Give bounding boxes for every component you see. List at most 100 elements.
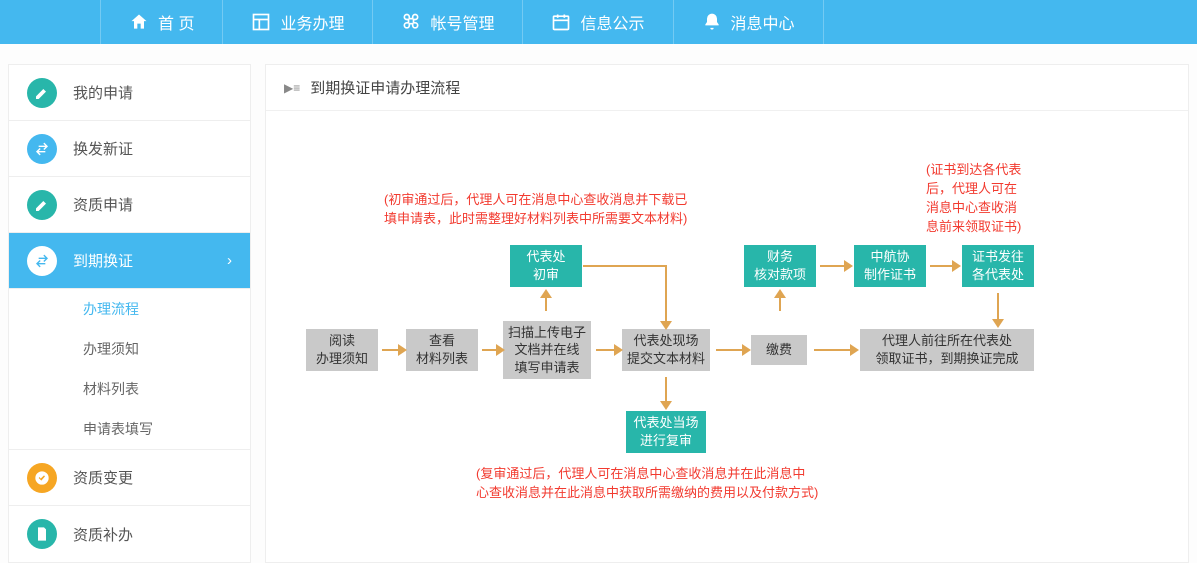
sub-item-process[interactable]: 办理流程 <box>9 289 250 329</box>
flow-node-text: 扫描上传电子 <box>508 324 586 342</box>
nav-label: 信息公示 <box>580 10 644 34</box>
sidebar-item-label: 换发新证 <box>73 138 133 159</box>
sidebar-item-label: 我的申请 <box>73 82 133 103</box>
sidebar-item-qual-reissue[interactable]: 资质补办 <box>9 506 250 562</box>
flow-note-line: 息前来领取证书) <box>926 218 1021 237</box>
flow-node-n2: 查看材料列表 <box>406 329 478 371</box>
swap-icon <box>27 134 57 164</box>
sidebar-item-label: 到期换证 <box>73 250 133 271</box>
nav-label: 消息中心 <box>731 10 795 34</box>
flow-node-text: 证书发往 <box>972 248 1024 266</box>
flow-node-n3: 扫描上传电子文档并在线填写申请表 <box>503 321 591 379</box>
flow-arrow <box>665 265 667 321</box>
flow-arrow <box>665 377 667 401</box>
nav-label: 首 页 <box>158 10 194 34</box>
nav-business[interactable]: 业务办理 <box>223 0 373 44</box>
content-panel: ▶≡ 到期换证申请办理流程 阅读办理须知查看材料列表扫描上传电子文档并在线填写申… <box>265 64 1189 563</box>
flow-node-text: 中航协 <box>870 248 909 266</box>
nav-label: 帐号管理 <box>430 10 494 34</box>
sidebar-item-qual-apply[interactable]: 资质申请 <box>9 177 250 233</box>
flow-arrow <box>660 401 672 410</box>
flow-node-n6: 代表处当场进行复审 <box>626 411 706 453</box>
nav-message[interactable]: 消息中心 <box>674 0 824 44</box>
flow-node-text: 查看 <box>429 332 455 350</box>
sidebar-item-label: 资质变更 <box>73 467 133 488</box>
flow-arrow <box>545 297 547 311</box>
flow-node-text: 缴费 <box>766 341 792 359</box>
swap-icon <box>27 246 57 276</box>
flow-arrow <box>844 260 853 272</box>
flow-arrow <box>716 349 742 351</box>
flow-arrow <box>997 293 999 319</box>
command-icon <box>401 12 421 32</box>
flow-arrow <box>382 349 398 351</box>
flow-arrow <box>660 321 672 330</box>
home-icon <box>129 12 149 32</box>
content-header: ▶≡ 到期换证申请办理流程 <box>266 65 1188 111</box>
flow-node-text: 初审 <box>533 266 559 284</box>
flow-node-text: 财务 <box>767 248 793 266</box>
sidebar-item-qual-change[interactable]: 资质变更 <box>9 450 250 506</box>
pen-icon <box>27 78 57 108</box>
flow-node-text: 提交文本材料 <box>627 350 705 368</box>
flow-node-text: 领取证书，到期换证完成 <box>875 350 1018 368</box>
nav-label: 业务办理 <box>280 10 344 34</box>
flow-node-text: 办理须知 <box>316 350 368 368</box>
flow-node-text: 阅读 <box>329 332 355 350</box>
flow-diagram: 阅读办理须知查看材料列表扫描上传电子文档并在线填写申请表代表处初审代表处现场提交… <box>266 111 1188 551</box>
doc-icon <box>27 519 57 549</box>
flow-arrow <box>952 260 961 272</box>
flow-note-1: (复审通过后，代理人可在消息中心查收消息并在此消息中心查收消息并在此消息中获取所… <box>476 465 818 503</box>
chevron-right-icon: › <box>227 252 232 269</box>
sub-item-notice[interactable]: 办理须知 <box>9 329 250 369</box>
nav-home[interactable]: 首 页 <box>100 0 223 44</box>
top-navbar: 首 页 业务办理 帐号管理 信息公示 消息中心 <box>0 0 1197 44</box>
main-layout: 我的申请 换发新证 资质申请 到期换证 › 办理流程 办理须知 材料列表 申请表… <box>0 44 1197 563</box>
nav-info[interactable]: 信息公示 <box>523 0 673 44</box>
flow-node-n7: 缴费 <box>751 335 807 365</box>
flow-node-text: 代表处现场 <box>633 332 698 350</box>
calendar-icon <box>551 12 571 32</box>
flow-node-n5: 代表处现场提交文本材料 <box>622 329 710 371</box>
collapse-icon[interactable]: ▶≡ <box>284 81 300 95</box>
flow-node-text: 进行复审 <box>640 432 692 450</box>
sub-item-material[interactable]: 材料列表 <box>9 369 250 409</box>
flow-node-text: 核对款项 <box>754 266 806 284</box>
flow-note-line: (证书到达各代表 <box>926 161 1021 180</box>
edit-icon <box>27 463 57 493</box>
bell-icon <box>702 12 722 32</box>
flow-node-n1: 阅读办理须知 <box>306 329 378 371</box>
flow-node-text: 代表处 <box>526 248 565 266</box>
sidebar-item-expire-renew[interactable]: 到期换证 › <box>9 233 250 289</box>
flow-note-0: (初审通过后，代理人可在消息中心查收消息并下载已填申请表，此时需整理好材料列表中… <box>384 191 687 229</box>
flow-arrow <box>779 297 781 311</box>
flow-note-line: (复审通过后，代理人可在消息中心查收消息并在此消息中 <box>476 465 818 484</box>
flow-arrow <box>496 344 505 356</box>
flow-arrow <box>820 265 844 267</box>
flow-node-text: 代表处当场 <box>633 414 698 432</box>
sub-item-form[interactable]: 申请表填写 <box>9 409 250 449</box>
sidebar-item-new-cert[interactable]: 换发新证 <box>9 121 250 177</box>
pen-icon <box>27 190 57 220</box>
flow-arrow <box>742 344 751 356</box>
nav-account[interactable]: 帐号管理 <box>373 0 523 44</box>
flow-arrow <box>540 289 552 298</box>
flow-arrow <box>930 265 952 267</box>
layout-icon <box>251 12 271 32</box>
flow-node-n8: 财务核对款项 <box>744 245 816 287</box>
flow-node-text: 代理人前往所在代表处 <box>882 332 1012 350</box>
flow-arrow <box>850 344 859 356</box>
content-title: 到期换证申请办理流程 <box>310 77 460 98</box>
flow-arrow <box>583 265 665 267</box>
flow-arrow <box>774 289 786 298</box>
flow-node-n11: 代理人前往所在代表处领取证书，到期换证完成 <box>860 329 1034 371</box>
sidebar-item-my-apply[interactable]: 我的申请 <box>9 65 250 121</box>
flow-node-text: 材料列表 <box>416 350 468 368</box>
flow-arrow <box>596 349 614 351</box>
flow-note-line: 心查收消息并在此消息中获取所需缴纳的费用以及付款方式) <box>476 484 818 503</box>
flow-node-n10: 证书发往各代表处 <box>962 245 1034 287</box>
flow-node-text: 制作证书 <box>864 266 916 284</box>
flow-node-n9: 中航协制作证书 <box>854 245 926 287</box>
sidebar-item-label: 资质补办 <box>73 524 133 545</box>
flow-arrow <box>614 344 623 356</box>
